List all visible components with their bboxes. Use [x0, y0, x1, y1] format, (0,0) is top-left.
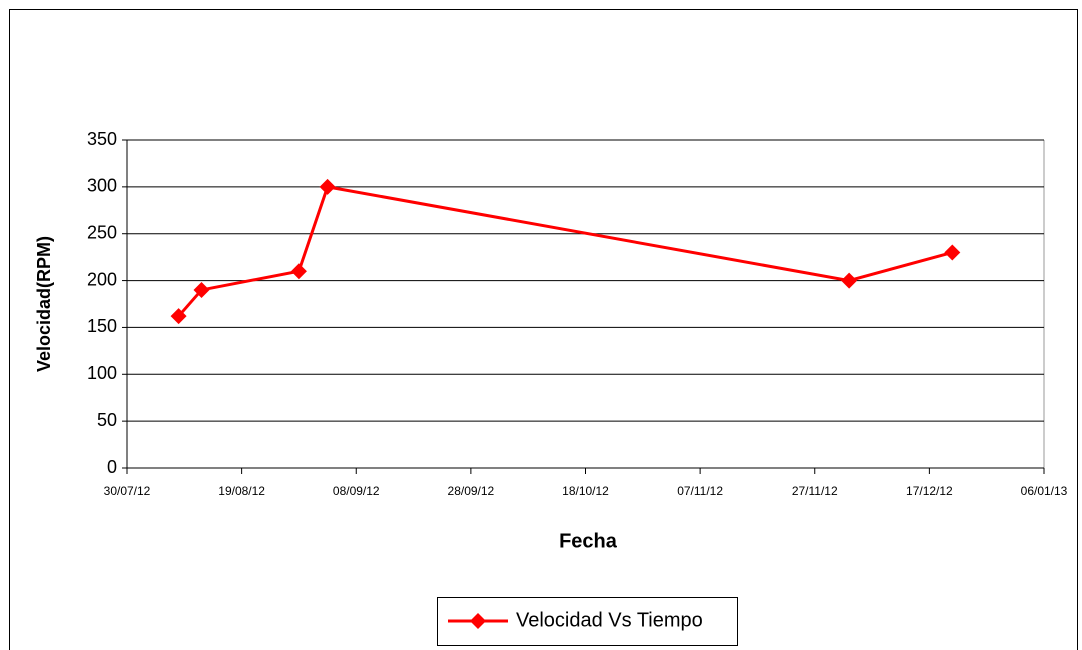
y-tick-label: 250 [87, 222, 117, 242]
x-tick-label: 27/11/12 [792, 484, 838, 498]
x-tick-label: 07/11/12 [677, 484, 723, 498]
x-tick-label: 18/10/12 [562, 484, 609, 498]
point-marker [193, 281, 210, 298]
x-tick-label: 30/07/12 [104, 484, 151, 498]
legend-label: Velocidad Vs Tiempo [516, 609, 703, 631]
y-tick-label: 150 [87, 316, 117, 336]
point-marker [841, 272, 858, 289]
point-marker [944, 244, 961, 261]
y-tick-label: 100 [87, 363, 117, 383]
chart-frame [9, 9, 1078, 650]
x-tick-label: 28/09/12 [448, 484, 495, 498]
point-marker [290, 263, 307, 280]
y-tick-label: 350 [87, 129, 117, 149]
x-tick-label: 17/12/12 [906, 484, 953, 498]
y-tick-label: 50 [97, 410, 117, 430]
y-tick-label: 0 [107, 457, 117, 477]
x-axis-label: Fecha [559, 530, 618, 552]
point-marker [170, 308, 187, 325]
x-tick-label: 06/01/13 [1021, 484, 1068, 498]
x-tick-label: 19/08/12 [218, 484, 265, 498]
legend-marker [470, 613, 486, 629]
x-tick-label: 08/09/12 [333, 484, 380, 498]
y-axis-label: Velocidad(RPM) [34, 236, 54, 372]
y-tick-label: 300 [87, 176, 117, 196]
series-line [177, 185, 953, 318]
point-marker [319, 178, 336, 195]
y-tick-label: 200 [87, 269, 117, 289]
